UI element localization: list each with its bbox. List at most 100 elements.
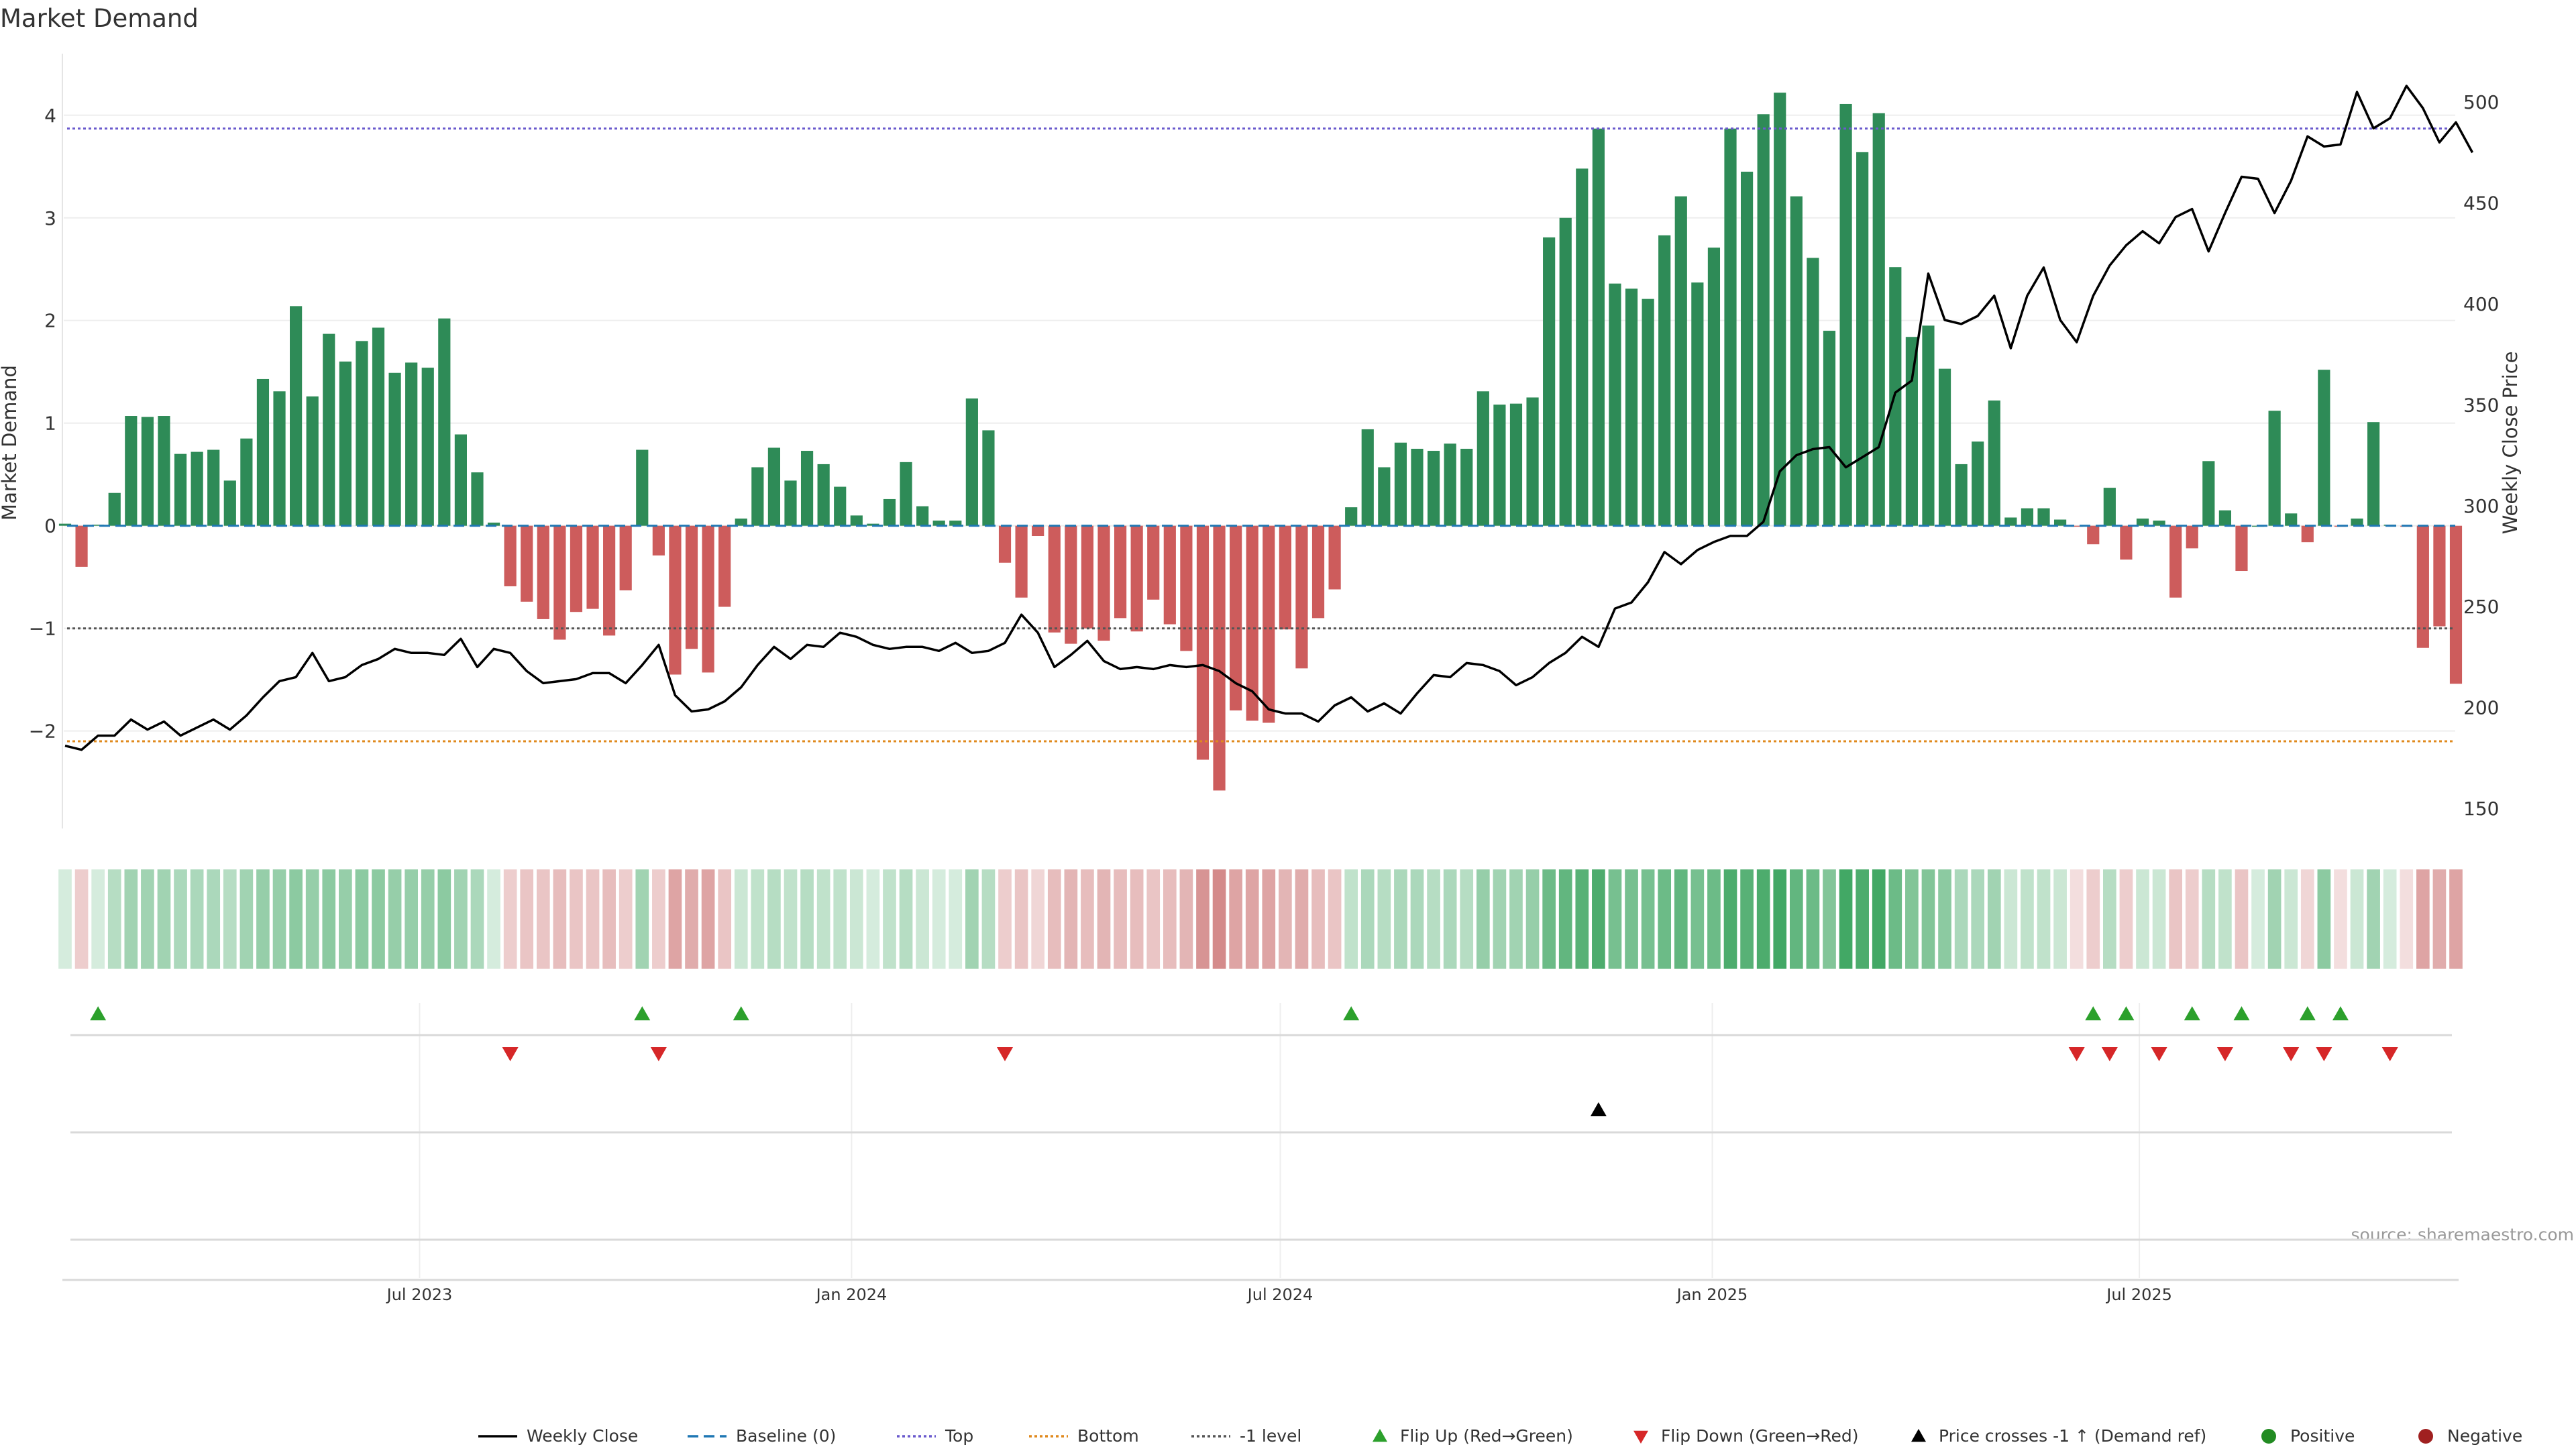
negative-bar [504,525,517,586]
positive-bar [1427,451,1440,526]
shade-cell [272,869,286,969]
positive-bar [1559,217,1572,526]
positive-bar [2367,422,2380,526]
shade-cell [2136,869,2149,969]
y-tick-label: 3 [44,207,56,229]
shade-cell [2021,869,2034,969]
shade-cell [372,869,385,969]
shade-cell [2103,869,2116,969]
chart-title: Market Demand [0,4,199,33]
shade-cell [1146,869,1161,969]
shade-cell [1279,869,1292,969]
shade-cell [784,869,798,969]
flip-down-marker [2068,1047,2085,1061]
positive-bar [2037,508,2050,526]
y-axis-label: Market Demand [0,365,21,521]
positive-bar [1625,288,1638,526]
positive-bar [1807,258,1819,526]
shade-cell [388,869,402,969]
x-tick-label: Jan 2025 [1676,1285,1748,1304]
legend-swatch [1911,1429,1926,1442]
shade-cell [668,869,682,969]
positive-bar [883,498,896,526]
negative-bar [2449,525,2463,684]
shade-cell [816,869,830,969]
y-tick-label: 0 [44,515,56,537]
positive-bar [1592,128,1605,526]
shade-cell [2267,869,2282,969]
y2-tick-label: 500 [2463,91,2499,113]
flip-up-marker [733,1006,749,1020]
demand-bars [58,93,2463,791]
shade-cell [1575,869,1589,969]
positive-bar [900,462,912,526]
flip-up-marker [2332,1006,2349,1020]
reference-lines [67,127,2455,743]
negative-bar [1196,525,1210,760]
positive-bar [751,467,764,526]
positive-bar [932,521,945,526]
shade-cell [1179,869,1193,969]
positive-bar [1345,507,1358,526]
shade-cell [289,869,303,969]
shade-cell [2086,869,2100,969]
flip-down-marker [2101,1047,2118,1061]
shade-cell [454,869,468,969]
positive-bar [191,451,203,526]
shade-cell [1641,869,1655,969]
shade-cell [751,869,765,969]
shade-cell [207,869,221,969]
positive-bar [256,378,270,526]
positive-bar [1460,448,1473,526]
legend-label: Negative [2447,1426,2522,1446]
legend: Weekly Close Baseline (0) Top Bottom -1 leve… [478,1426,2522,1446]
positive-bar [306,396,319,526]
shade-cell [1493,869,1507,969]
positive-bar [1988,400,2000,526]
flip-down-marker [2316,1047,2332,1061]
negative-bar [1048,525,1061,633]
shade-cell [1707,869,1721,969]
negative-bar [537,525,549,619]
shade-cell [1823,869,1836,969]
positive-bar [1526,397,1539,526]
shade-cell [1081,869,1094,969]
positive-bar [1378,467,1391,526]
positive-bar [1707,248,1721,526]
positive-bar [471,472,484,526]
shade-cell [2053,869,2067,969]
negative-bar [1180,525,1193,651]
flip-down-marker [2151,1047,2167,1061]
shade-cell [1509,869,1523,969]
negative-bar [75,525,88,567]
shade-cell [124,869,138,969]
positive-bar [1658,235,1671,526]
shade-cell [1295,869,1309,969]
negative-bar [2416,525,2429,648]
shade-cell [2317,869,2331,969]
shade-cell [553,869,567,969]
shade-cell [2416,869,2430,969]
shade-cell [1360,869,1375,969]
shade-cell [487,869,500,969]
shade-cell [2400,869,2414,969]
positive-bar [1674,196,1687,526]
flip-down-marker [502,1047,519,1061]
positive-bar [2351,519,2363,526]
shade-cell [1443,869,1457,969]
shade-cell [1888,869,1902,969]
positive-bar [867,523,879,526]
positive-bar [405,362,418,526]
positive-bar [372,327,385,526]
positive-bar [174,453,187,526]
positive-bar [1922,325,1935,526]
positive-bar [982,430,995,526]
positive-bar [1774,93,1786,526]
positive-bar [1411,448,1424,526]
legend-label: Flip Down (Green→Red) [1661,1426,1859,1446]
shade-cell [2284,869,2298,969]
legend-swatch [1633,1430,1648,1444]
y2-tick-label: 450 [2463,193,2499,215]
positive-bar [784,480,797,526]
shade-cell [718,869,732,969]
